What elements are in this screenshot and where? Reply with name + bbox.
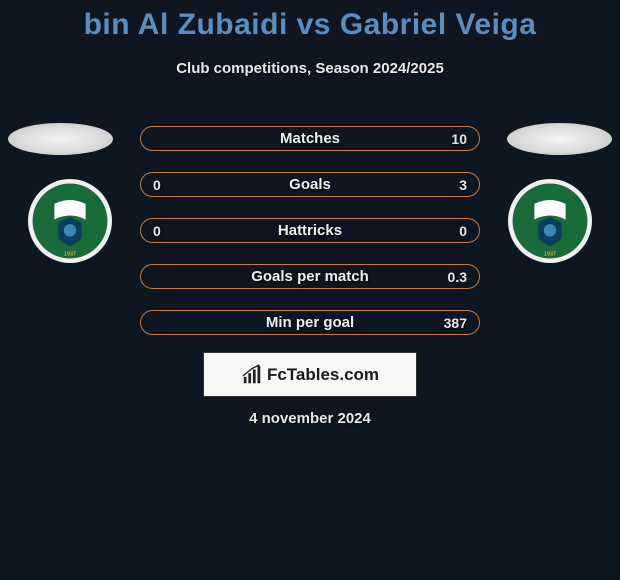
club-badge-left: 1937: [28, 179, 112, 263]
stat-label: Matches: [141, 130, 479, 147]
stat-row-min-per-goal: Min per goal 387: [140, 310, 480, 335]
page-title: bin Al Zubaidi vs Gabriel Veiga: [0, 0, 620, 42]
stat-label: Goals per match: [141, 268, 479, 285]
stat-row-goals: 0 Goals 3: [140, 172, 480, 197]
svg-text:1937: 1937: [544, 251, 556, 257]
stat-label: Min per goal: [141, 314, 479, 331]
stat-right-value: 387: [444, 315, 467, 331]
stat-right-value: 0: [459, 223, 467, 239]
stat-row-goals-per-match: Goals per match 0.3: [140, 264, 480, 289]
stat-label: Goals: [141, 176, 479, 193]
chart-icon: [241, 364, 263, 386]
stat-label: Hattricks: [141, 222, 479, 239]
stat-right-value: 3: [459, 177, 467, 193]
date-text: 4 november 2024: [0, 410, 620, 427]
subtitle: Club competitions, Season 2024/2025: [0, 60, 620, 77]
club-badge-right: 1937: [508, 179, 592, 263]
club-crest-icon: 1937: [31, 182, 109, 260]
stat-right-value: 0.3: [448, 269, 467, 285]
svg-text:1937: 1937: [64, 251, 76, 257]
stat-row-matches: Matches 10: [140, 126, 480, 151]
stat-right-value: 10: [451, 131, 467, 147]
stat-left-value: 0: [153, 223, 161, 239]
stat-left-value: 0: [153, 177, 161, 193]
player-photo-right: [507, 123, 612, 155]
footer-brand-card[interactable]: FcTables.com: [203, 352, 417, 397]
player-photo-left: [8, 123, 113, 155]
brand-text: FcTables.com: [267, 365, 379, 385]
club-crest-icon: 1937: [511, 182, 589, 260]
stats-container: Matches 10 0 Goals 3 0 Hattricks 0 Goals…: [140, 126, 480, 335]
stat-row-hattricks: 0 Hattricks 0: [140, 218, 480, 243]
